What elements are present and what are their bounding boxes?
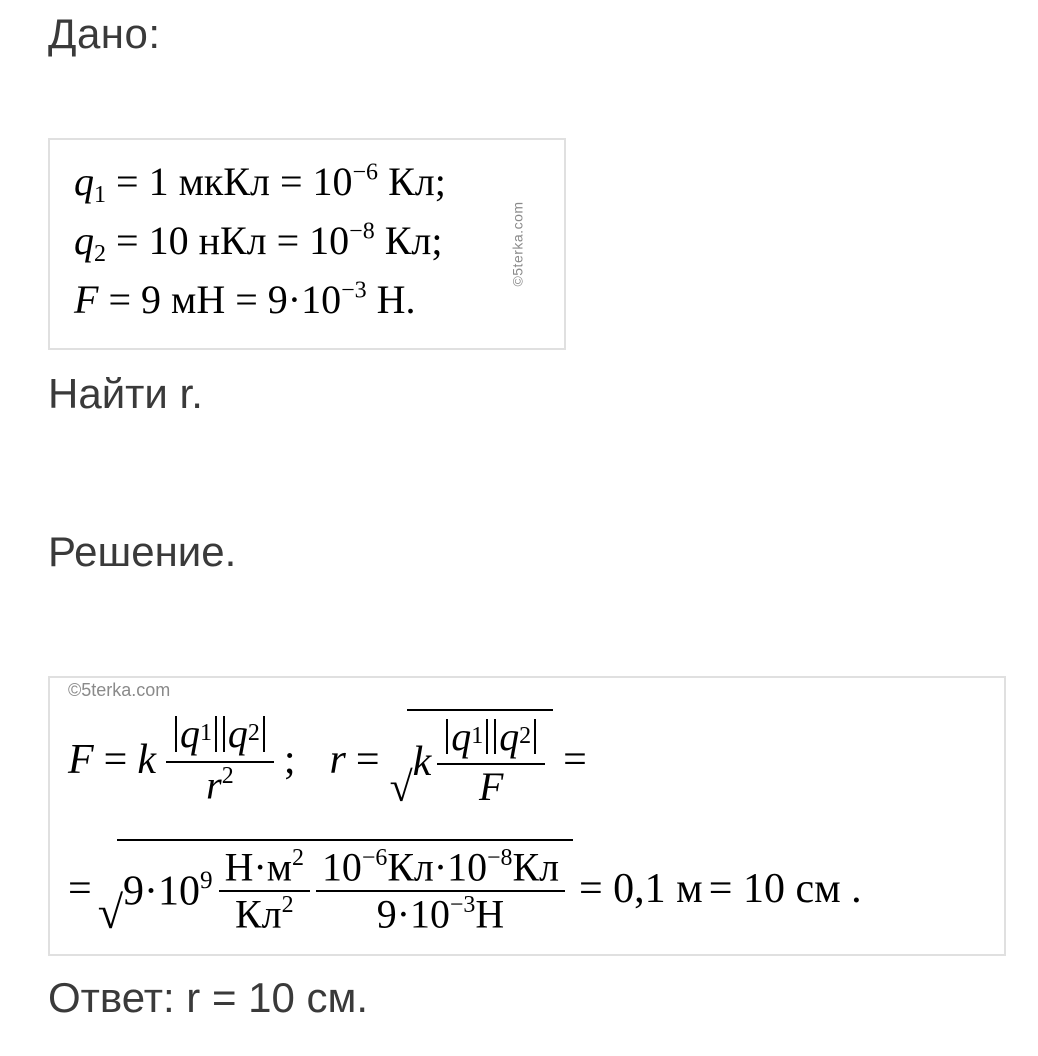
- dot: ·: [434, 845, 447, 890]
- q1-value-unit: 1 мкКл: [149, 159, 270, 204]
- q1-idx: 1: [471, 725, 483, 749]
- q2-si-unit: Кл;: [385, 218, 443, 263]
- eq-sign: =: [280, 159, 303, 204]
- k-const: k: [413, 738, 432, 786]
- q2-symbol: q: [74, 218, 94, 263]
- q1-si-exp: −6: [353, 159, 379, 185]
- q1-symbol: q: [74, 159, 94, 204]
- eq-sign: =: [563, 736, 587, 784]
- result-meters: = 0,1 м: [579, 865, 703, 913]
- F-si-unit: Н.: [377, 277, 416, 322]
- equation-row-2: = √ 9·109 Н·м2 Кл2: [68, 839, 984, 938]
- watermark-right: ©5terka.com: [509, 201, 525, 286]
- q2-index: 2: [94, 241, 106, 267]
- F-value-unit: 9 мН: [141, 277, 225, 322]
- eq-sign: =: [116, 218, 139, 263]
- solution-box: ©5terka.com F = k q1q2 r2 ; r = √ k: [48, 676, 1006, 957]
- given-label: Дано:: [48, 10, 998, 58]
- q2: q: [499, 717, 519, 757]
- solution-label: Решение.: [48, 528, 998, 576]
- r-var: r: [330, 736, 346, 784]
- q1-idx: 1: [200, 722, 212, 746]
- sqrt-numeric: √ 9·109 Н·м2 Кл2: [98, 839, 573, 938]
- F-si-base: 9·10: [268, 277, 341, 322]
- equation-row-1: F = k q1q2 r2 ; r = √ k: [68, 709, 984, 812]
- given-box: ©5terka.com q1 = 1 мкКл = 10−6 Кл; q2 = …: [48, 138, 566, 350]
- value-fraction: 10−6Кл·10−8Кл 9·10−3Н: [316, 845, 565, 936]
- Kl: Кл: [235, 891, 282, 936]
- result-cm: = 10 см .: [709, 865, 862, 913]
- q1: q: [180, 714, 200, 754]
- exp-m6: −6: [362, 845, 387, 871]
- q2-si-base: 10: [309, 218, 349, 263]
- given-line-F: F = 9 мН = 9·10−3 Н.: [74, 272, 542, 328]
- eq-sign: =: [277, 218, 300, 263]
- eq-sign: =: [104, 736, 128, 784]
- watermark-top: ©5terka.com: [68, 680, 984, 701]
- eq-sign: =: [235, 277, 258, 322]
- F-var: F: [68, 736, 94, 784]
- m2-exp: 2: [292, 845, 304, 871]
- q2-si-exp: −8: [349, 218, 375, 244]
- eq-sign: =: [108, 277, 131, 322]
- ten: 10: [447, 845, 487, 890]
- ten: 10: [322, 845, 362, 890]
- q2-value-unit: 10 нКл: [149, 218, 267, 263]
- answer-label: Ответ: r = 10 см.: [48, 974, 998, 1022]
- semicolon: ;: [284, 736, 296, 784]
- eq-sign: =: [116, 159, 139, 204]
- find-label: Найти r.: [48, 370, 998, 418]
- fraction-under-sqrt: q1q2 F: [437, 715, 545, 810]
- sqrt-formula: √ k q1q2 F: [390, 709, 554, 812]
- r-exp: 2: [222, 763, 234, 789]
- nine-e9-exp: 9: [200, 867, 213, 894]
- F-si-exp: −3: [341, 277, 367, 303]
- q1: q: [451, 717, 471, 757]
- answer-prefix: Ответ:: [48, 974, 175, 1021]
- answer-value: r = 10 см.: [186, 974, 368, 1021]
- Kl2-exp: 2: [282, 892, 294, 918]
- fraction-coulomb: q1q2 r2: [166, 712, 274, 807]
- physics-problem-page: Дано: ©5terka.com q1 = 1 мкКл = 10−6 Кл;…: [0, 0, 1038, 1056]
- r-var: r: [206, 763, 222, 808]
- k-const: k: [137, 736, 156, 784]
- find-prefix: Найти: [48, 370, 168, 417]
- Kl-unit: Кл: [512, 845, 559, 890]
- q1-index: 1: [94, 182, 106, 208]
- q1-si-unit: Кл;: [388, 159, 446, 204]
- q1-si-base: 10: [313, 159, 353, 204]
- nine-em3: 9·10: [377, 891, 450, 936]
- eq-sign: =: [356, 736, 380, 784]
- H-unit: Н: [475, 891, 504, 936]
- F-symbol: F: [74, 277, 98, 322]
- exp-m3: −3: [450, 892, 475, 918]
- find-var: r.: [180, 370, 203, 417]
- Hm: Н·м: [225, 845, 292, 890]
- q2-idx: 2: [248, 722, 260, 746]
- nine-e9: 9·10: [123, 868, 200, 914]
- exp-m8: −8: [487, 845, 512, 871]
- given-line-q2: q2 = 10 нКл = 10−8 Кл;: [74, 213, 542, 272]
- q2-idx: 2: [519, 725, 531, 749]
- eq-sign: =: [68, 865, 92, 913]
- F-den: F: [479, 764, 503, 809]
- given-line-q1: q1 = 1 мкКл = 10−6 Кл;: [74, 154, 542, 213]
- Kl-unit: Кл: [387, 845, 434, 890]
- q2: q: [228, 714, 248, 754]
- units-fraction: Н·м2 Кл2: [219, 845, 310, 936]
